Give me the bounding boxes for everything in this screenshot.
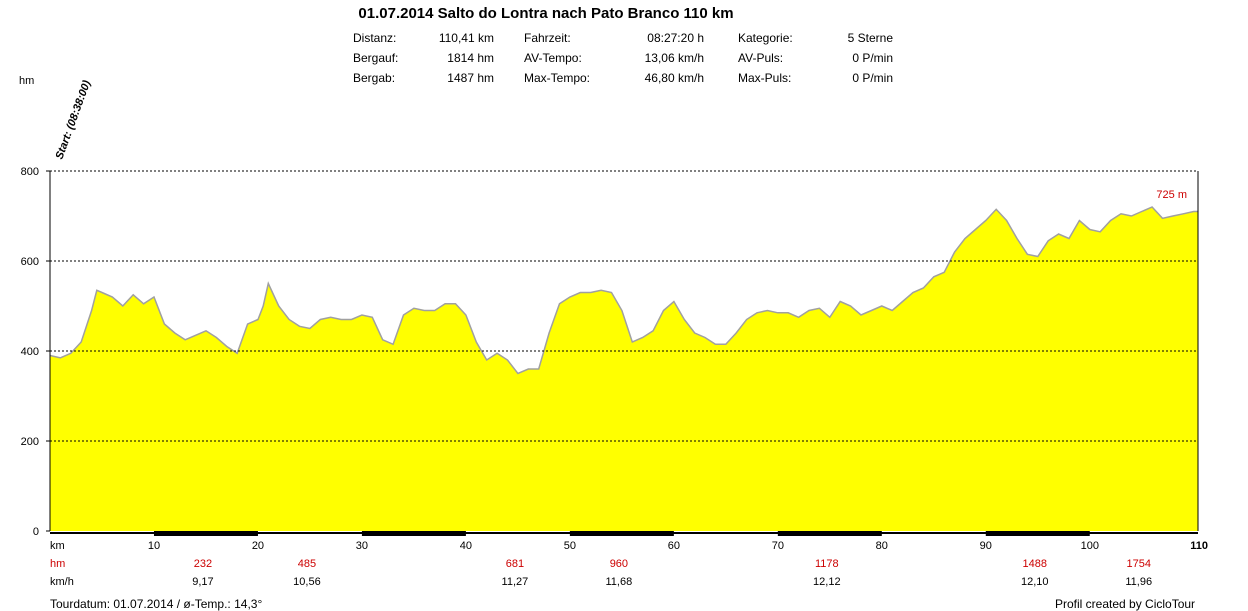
hm-value: 1754	[1127, 558, 1151, 570]
km-tick-label: 70	[772, 540, 784, 552]
hm-value: 681	[506, 558, 524, 570]
km-tick-label: 40	[460, 540, 472, 552]
distance-segment	[361, 531, 466, 536]
speed-row-label: km/h	[50, 576, 74, 588]
speed-value: 11,27	[502, 576, 529, 588]
stat-label-av-tempo: AV-Tempo:	[524, 51, 582, 65]
distance-segment	[985, 531, 1090, 536]
stat-value-max-puls: 0 P/min	[852, 71, 893, 85]
start-label: Start: (08:38:00)	[54, 78, 94, 161]
km-tick-label: 60	[668, 540, 680, 552]
speed-value: 11,96	[1125, 576, 1152, 588]
hm-row-label: hm	[50, 558, 65, 570]
distance-segment	[777, 531, 882, 536]
km-tick-label: 20	[252, 540, 264, 552]
stat-label-bergab: Bergab:	[353, 71, 396, 85]
stat-value-kategorie: 5 Sterne	[847, 31, 893, 45]
km-tick-label: 10	[148, 540, 160, 552]
distance-segment	[569, 531, 674, 536]
stat-value-av-tempo: 13,06 km/h	[644, 51, 704, 65]
stat-value-bergab: 1487 hm	[447, 71, 494, 85]
km-tick-label: 30	[356, 540, 368, 552]
end-elevation-label: 725 m	[1156, 189, 1187, 201]
km-tick-label: 90	[980, 540, 992, 552]
chart-title: 01.07.2014 Salto do Lontra nach Pato Bra…	[358, 5, 734, 22]
stat-label-max-puls: Max-Puls:	[738, 71, 792, 85]
stat-value-max-tempo: 46,80 km/h	[644, 71, 704, 85]
y-axis-unit: hm	[19, 75, 34, 87]
y-tick-label: 0	[33, 526, 39, 538]
stat-label-max-tempo: Max-Tempo:	[524, 71, 591, 85]
hm-value: 485	[298, 558, 316, 570]
footer-credit: Profil created by CicloTour	[1055, 597, 1196, 611]
stat-label-bergauf: Bergauf:	[353, 51, 399, 65]
elevation-area	[50, 207, 1198, 531]
y-tick-label: 600	[21, 256, 39, 268]
km-tick-label: 80	[876, 540, 888, 552]
km-tick-label: 50	[564, 540, 576, 552]
km-tick-label: 100	[1081, 540, 1099, 552]
stat-value-fahrzeit: 08:27:20 h	[647, 31, 704, 45]
y-tick-label: 400	[21, 346, 39, 358]
speed-value: 9,17	[192, 576, 213, 588]
distance-segment	[153, 531, 258, 536]
speed-value: 12,12	[813, 576, 841, 588]
footer-tour-info: Tourdatum: 01.07.2014 / ø-Temp.: 14,3°	[50, 597, 263, 611]
stat-value-bergauf: 1814 hm	[447, 51, 494, 65]
hm-value: 1488	[1023, 558, 1047, 570]
stat-label-av-puls: AV-Puls:	[738, 51, 784, 65]
stat-label-kategorie: Kategorie:	[738, 31, 793, 45]
km-row-label: km	[50, 540, 65, 552]
y-tick-label: 800	[21, 166, 39, 178]
speed-value: 12,10	[1021, 576, 1049, 588]
speed-value: 11,68	[606, 576, 633, 588]
speed-value: 10,56	[293, 576, 321, 588]
stat-value-av-puls: 0 P/min	[852, 51, 893, 65]
stat-value-distanz: 110,41 km	[438, 31, 494, 45]
elevation-line	[49, 206, 1198, 375]
hm-value: 960	[610, 558, 628, 570]
stat-label-distanz: Distanz:	[353, 31, 397, 45]
y-tick-label: 200	[21, 436, 39, 448]
hm-value: 1178	[815, 558, 839, 570]
hm-value: 232	[194, 558, 212, 570]
stat-label-fahrzeit: Fahrzeit:	[524, 31, 571, 45]
km-tick-label: 110	[1190, 540, 1208, 552]
